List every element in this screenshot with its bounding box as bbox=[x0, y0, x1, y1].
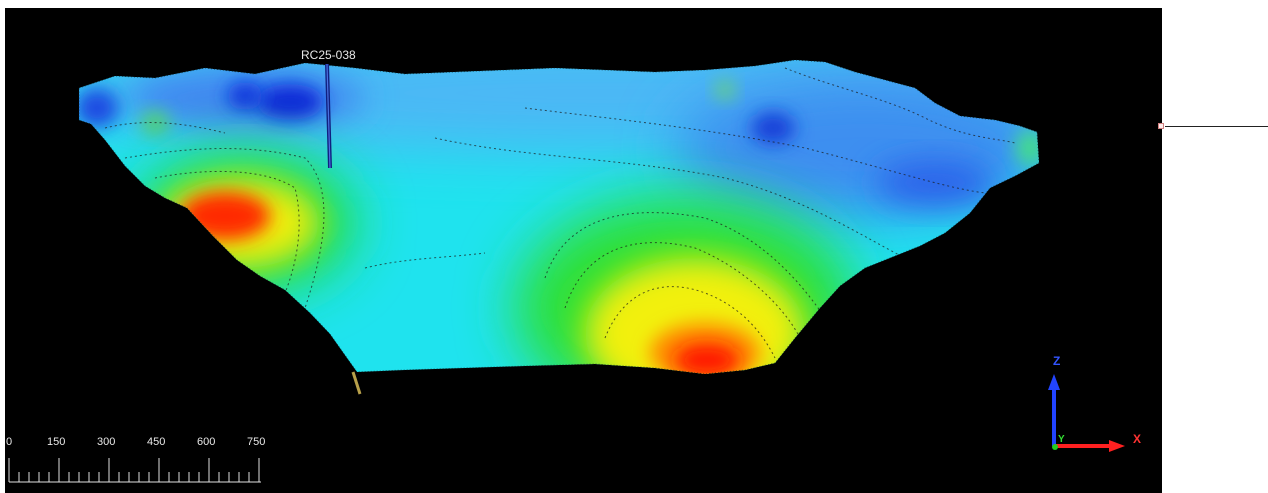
y-axis-label: Y bbox=[1058, 434, 1065, 445]
scale-tick-label: 450 bbox=[147, 436, 166, 448]
y-axis-arrow bbox=[1052, 444, 1058, 450]
drillhole-trace-highlight bbox=[326, 63, 331, 169]
scale-tick-label: 0 bbox=[6, 436, 13, 448]
scale-tick-label: 150 bbox=[47, 436, 66, 448]
scale-tick-label: 300 bbox=[97, 436, 116, 448]
drillhole-label: RC25-038 bbox=[301, 48, 356, 62]
scale-bar bbox=[8, 458, 261, 483]
resistivity-section bbox=[79, 60, 1039, 374]
side-divider bbox=[1165, 126, 1268, 127]
z-axis-label: Z bbox=[1053, 354, 1061, 368]
axis-triad[interactable] bbox=[1048, 374, 1125, 452]
side-panel bbox=[1162, 0, 1268, 493]
section-canvas[interactable] bbox=[5, 8, 1162, 493]
3d-viewport[interactable]: RC25-038 0 150 300 450 600 750 Z X Y bbox=[5, 8, 1162, 493]
scale-tick-label: 750 bbox=[247, 436, 266, 448]
scale-tick-label: 600 bbox=[197, 436, 216, 448]
contour-lines bbox=[104, 67, 1016, 359]
z-axis-arrowhead bbox=[1048, 374, 1060, 390]
x-axis-label: X bbox=[1133, 432, 1142, 446]
x-axis-arrowhead bbox=[1109, 440, 1125, 452]
small-square-icon[interactable] bbox=[1158, 123, 1164, 129]
drillhole-trace-lower[interactable] bbox=[351, 371, 362, 395]
